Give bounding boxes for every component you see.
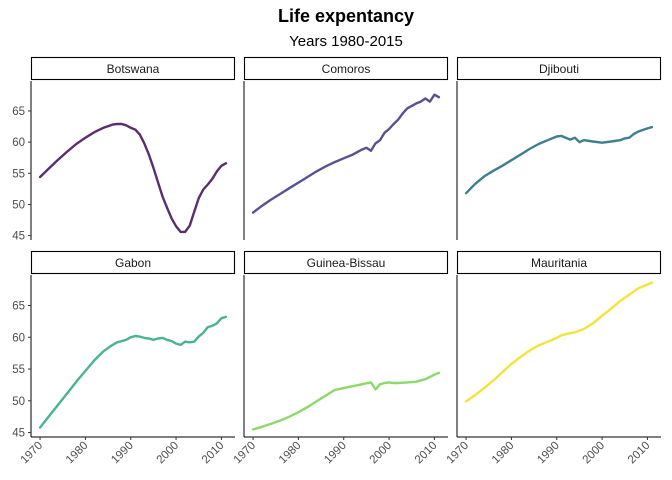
x-tick-label: 1970 xyxy=(232,440,259,467)
facet-strip-label: Djibouti xyxy=(539,62,579,76)
facet-strip xyxy=(243,250,449,275)
y-tick-label: 60 xyxy=(12,137,25,149)
x-tick-label: 2010 xyxy=(413,440,440,467)
x-tick-label: 1990 xyxy=(109,440,136,467)
y-tick-label: 55 xyxy=(12,168,25,180)
x-tick-label: 1980 xyxy=(490,440,517,467)
x-tick-label: 2000 xyxy=(581,440,608,467)
facet-strip-label: Mauritania xyxy=(531,256,587,270)
y-tick-label: 45 xyxy=(12,428,25,440)
series-line xyxy=(464,125,654,195)
facet-panel: Mauritania 1970 1980 1990 2000 2010 xyxy=(445,250,662,467)
facet-panel: Gabon 45 50 55 60 65 1970 1980 1990 2000 2010 xyxy=(12,250,236,467)
x-tick-label: 1980 xyxy=(277,440,304,467)
x-tick-label: 1970 xyxy=(445,440,472,467)
x-tick-label: 1990 xyxy=(535,440,562,467)
x-tick-label: 2000 xyxy=(368,440,395,467)
chart-subtitle: Years 1980-2015 xyxy=(289,33,403,50)
series-line xyxy=(464,281,654,403)
x-tick-label: 2000 xyxy=(155,440,182,467)
x-tick-label: 1990 xyxy=(322,440,349,467)
y-tick-label: 45 xyxy=(12,231,25,243)
y-tick-label: 55 xyxy=(12,364,25,376)
y-tick-label: 60 xyxy=(12,332,25,344)
y-tick-label: 50 xyxy=(12,199,25,211)
facet-strip xyxy=(30,250,236,275)
x-tick-label: 2010 xyxy=(626,440,653,467)
facet-strip-label: Gabon xyxy=(115,256,151,270)
y-tick-label: 65 xyxy=(12,106,25,118)
facet-panel: Djibouti xyxy=(456,56,662,240)
facet-strip xyxy=(456,250,662,275)
facet-strip xyxy=(243,56,449,81)
facet-strip-label: Botswana xyxy=(107,62,160,76)
x-tick-label: 1970 xyxy=(19,440,46,467)
series-line xyxy=(38,315,228,429)
series-line xyxy=(251,371,441,431)
facet-strip xyxy=(456,56,662,81)
facet-strip-label: Comoros xyxy=(322,62,371,76)
chart-title: Life expentancy xyxy=(278,6,414,26)
y-tick-label: 50 xyxy=(12,396,25,408)
series-line xyxy=(38,122,228,234)
x-tick-label: 2010 xyxy=(200,440,227,467)
facet-strip-label: Guinea-Bissau xyxy=(307,256,386,270)
x-tick-label: 1980 xyxy=(64,440,91,467)
facet-strip xyxy=(30,56,236,81)
y-tick-label: 65 xyxy=(12,300,25,312)
facet-panel: Botswana 45 50 55 60 65 xyxy=(12,56,236,243)
series-line xyxy=(251,93,441,214)
facet-panel: Guinea-Bissau 1970 1980 1990 2000 2010 xyxy=(232,250,449,467)
facet-panel: Comoros xyxy=(243,56,449,240)
facet-panels: Botswana 45 50 55 60 65 Comoros Djibouti Gabon 45… xyxy=(12,56,662,467)
